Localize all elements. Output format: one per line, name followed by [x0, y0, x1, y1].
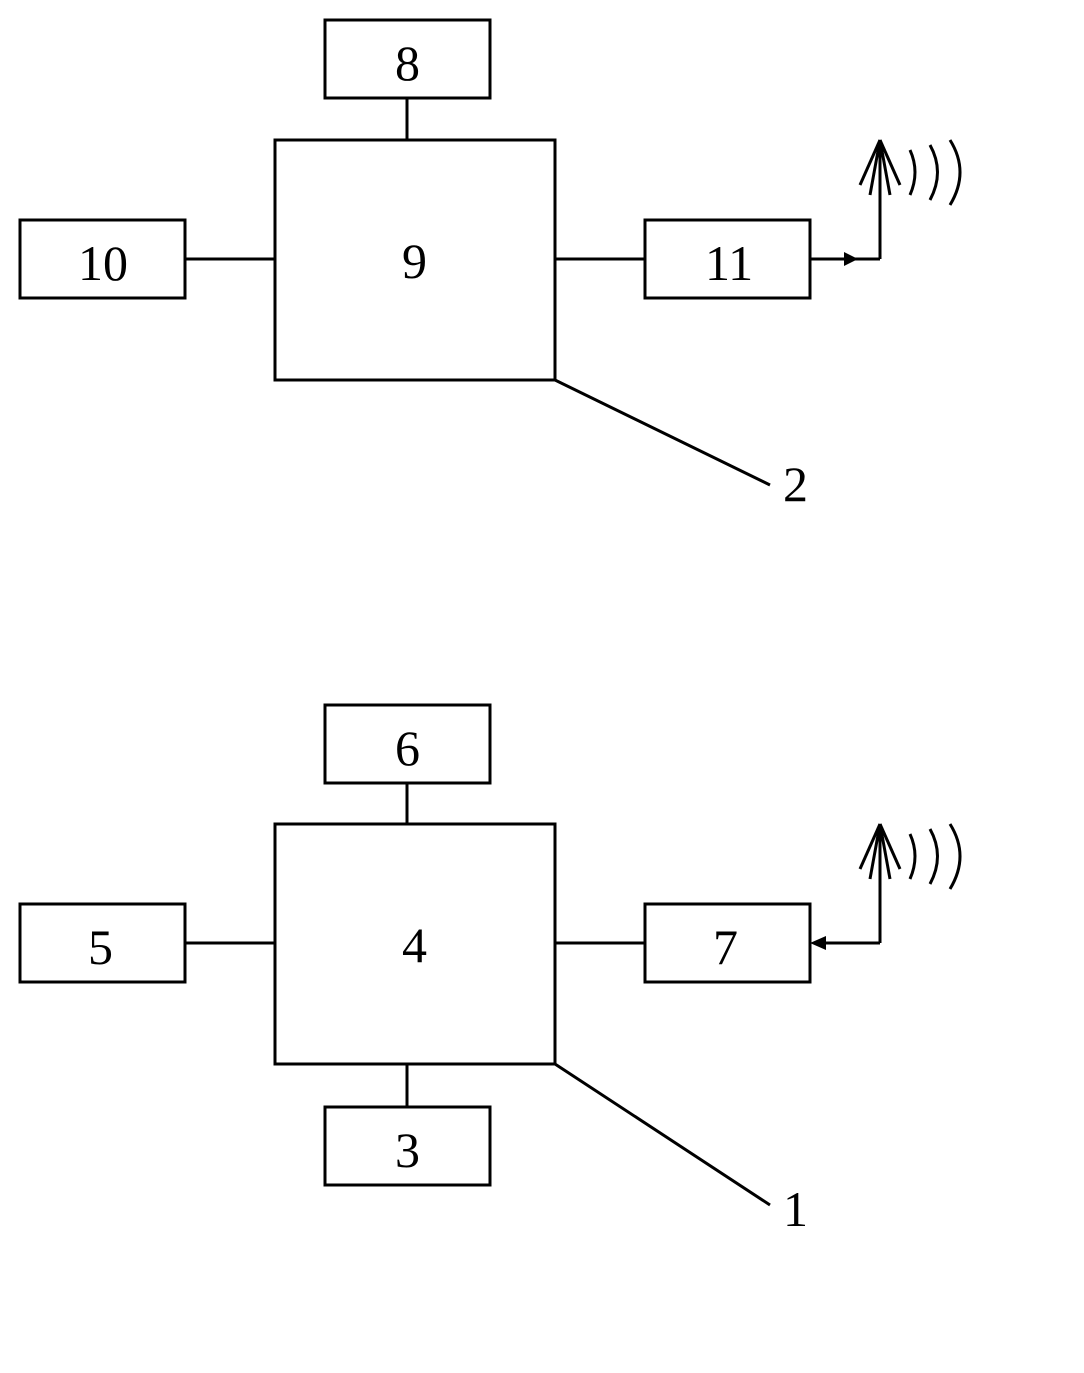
label-11: 11 [705, 234, 753, 292]
label-7: 7 [713, 918, 738, 976]
label-2: 2 [783, 455, 808, 513]
label-3: 3 [395, 1121, 420, 1179]
label-10: 10 [78, 234, 128, 292]
label-1: 1 [783, 1180, 808, 1238]
antenna-lower [810, 824, 960, 950]
label-6: 6 [395, 719, 420, 777]
label-9: 9 [402, 232, 427, 290]
block-diagram [0, 0, 1084, 1373]
label-5: 5 [88, 918, 113, 976]
callout-leader-2 [555, 380, 770, 485]
label-4: 4 [402, 916, 427, 974]
callout-leader-1 [555, 1064, 770, 1205]
antenna-upper [810, 140, 960, 266]
label-8: 8 [395, 34, 420, 92]
